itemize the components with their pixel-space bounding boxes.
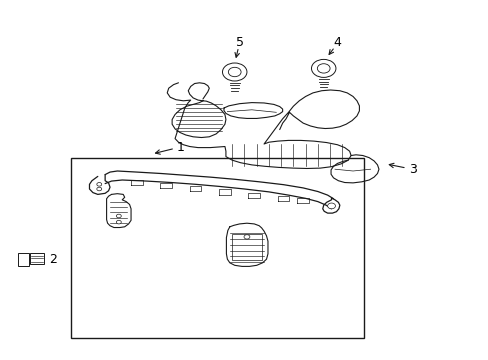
Circle shape <box>222 63 246 81</box>
Bar <box>232 234 261 260</box>
Text: 5: 5 <box>235 36 243 49</box>
Text: 2: 2 <box>49 253 57 266</box>
Circle shape <box>311 59 335 77</box>
Text: 3: 3 <box>408 163 416 176</box>
Circle shape <box>116 214 121 218</box>
Text: 4: 4 <box>333 36 341 49</box>
Circle shape <box>317 64 329 73</box>
Circle shape <box>116 220 121 224</box>
Circle shape <box>228 67 241 77</box>
Bar <box>71 158 364 338</box>
Circle shape <box>244 235 249 239</box>
Circle shape <box>97 183 102 186</box>
Bar <box>30 253 44 264</box>
Circle shape <box>97 187 102 191</box>
Circle shape <box>327 203 335 209</box>
Text: 1: 1 <box>177 141 184 154</box>
Bar <box>18 253 29 266</box>
